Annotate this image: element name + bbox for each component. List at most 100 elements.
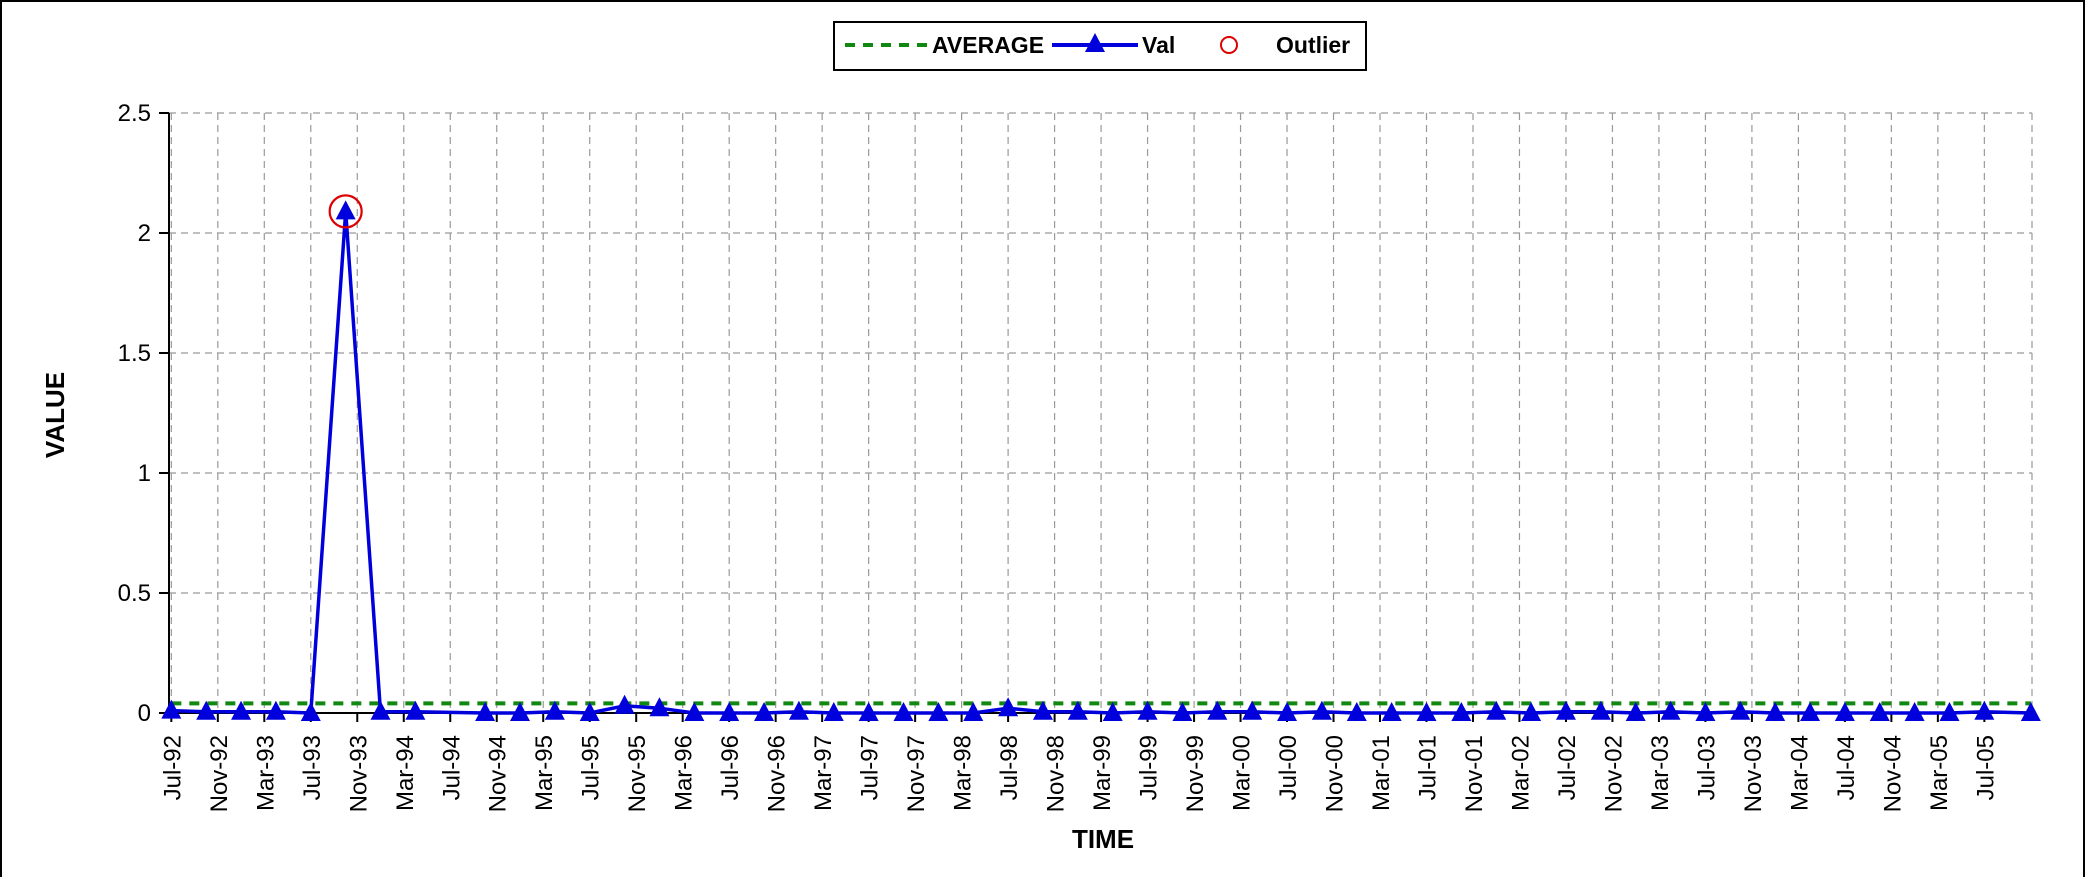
val-point	[1695, 702, 1716, 721]
val-point	[649, 697, 670, 717]
val-point	[161, 699, 182, 719]
val-point	[788, 700, 809, 720]
y-tick-label: 1.5	[118, 340, 151, 367]
x-tick-label: Nov-98	[1043, 735, 1070, 812]
x-tick-label: Jul-95	[578, 735, 605, 800]
x-tick-label: Jul-01	[1414, 735, 1441, 800]
val-point	[1555, 700, 1576, 720]
val-point	[509, 702, 530, 721]
val-point	[1346, 702, 1367, 721]
x-tick-label: Nov-93	[345, 735, 372, 812]
val-point	[1207, 700, 1228, 720]
val-point	[1102, 702, 1123, 721]
x-axis-title: TIME	[1072, 824, 1134, 854]
x-tick-label: Nov-00	[1322, 735, 1349, 812]
x-tick-label: Nov-99	[1182, 735, 1209, 812]
x-tick-label: Nov-97	[903, 735, 930, 812]
val-point	[1381, 702, 1402, 721]
x-tick-label: Nov-95	[624, 735, 651, 812]
x-tick-label: Jul-96	[717, 735, 744, 800]
x-tick-label: Nov-96	[764, 735, 791, 812]
val-point	[1800, 702, 1821, 721]
x-tick-label: Nov-04	[1879, 735, 1906, 812]
x-tick-label: Jul-05	[1972, 735, 1999, 800]
legend-average-label: AVERAGE	[932, 32, 1044, 58]
x-tick-label: Jul-98	[996, 735, 1023, 800]
x-tick-label: Nov-92	[206, 735, 233, 812]
x-tick-label: Nov-03	[1740, 735, 1767, 812]
x-tick-label: Mar-97	[810, 735, 837, 811]
val-point	[754, 702, 775, 721]
y-tick-label: 0	[138, 700, 151, 727]
val-point	[579, 702, 600, 721]
val-point	[231, 700, 252, 720]
val-point	[1451, 702, 1472, 721]
val-point	[928, 702, 949, 721]
val-point	[1486, 700, 1507, 720]
val-point	[1730, 700, 1751, 720]
x-tick-label: Mar-99	[1089, 735, 1116, 811]
val-point	[719, 702, 740, 721]
x-tick-label: Jul-94	[438, 735, 465, 800]
x-tick-label: Jul-03	[1693, 735, 1720, 800]
x-tick-label: Mar-93	[252, 735, 279, 811]
val-point	[1834, 702, 1855, 721]
y-tick-label: 0.5	[118, 580, 151, 607]
val-point	[1625, 702, 1646, 721]
x-tick-label: Jul-92	[159, 735, 186, 800]
x-tick-label: Mar-94	[392, 735, 419, 811]
x-tick-label: Mar-00	[1229, 735, 1256, 811]
x-tick-label: Mar-02	[1507, 735, 1534, 811]
val-point	[405, 700, 426, 720]
val-point	[1416, 702, 1437, 721]
legend: AVERAGE Val Outlier	[833, 21, 1367, 71]
x-axis-ticks: Jul-92 Nov-92 Mar-93 Jul-93 Nov-93 Mar-94 Jul-…	[159, 713, 1999, 812]
x-tick-label: Jul-93	[299, 735, 326, 800]
x-tick-label: Mar-04	[1786, 735, 1813, 811]
val-point	[1660, 700, 1681, 720]
legend-outlier-label: Outlier	[1276, 32, 1350, 58]
val-point	[1277, 702, 1298, 721]
x-tick-label: Mar-98	[950, 735, 977, 811]
val-point	[963, 702, 984, 721]
x-tick-label: Mar-96	[671, 735, 698, 811]
val-point	[614, 694, 635, 714]
y-tick-label: 1	[138, 460, 151, 487]
x-tick-label: Mar-03	[1647, 735, 1674, 811]
legend-val-label: Val	[1142, 32, 1175, 58]
x-tick-label: Mar-95	[531, 735, 558, 811]
val-point	[684, 702, 705, 721]
series-layer	[161, 194, 2041, 721]
val-point	[1521, 702, 1542, 721]
x-tick-label: Nov-01	[1461, 735, 1488, 812]
val-point	[1904, 702, 1925, 721]
val-point	[1137, 700, 1158, 720]
val-point	[858, 702, 879, 721]
val-point	[1172, 702, 1193, 721]
val-point	[1311, 700, 1332, 720]
outlier-point	[328, 194, 363, 229]
x-tick-label: Jul-97	[857, 735, 884, 800]
x-tick-label: Mar-05	[1926, 735, 1953, 811]
val-point	[1939, 702, 1960, 721]
x-tick-label: Mar-01	[1368, 735, 1395, 811]
val-point	[1869, 702, 1890, 721]
gridlines	[169, 112, 2033, 713]
val-point	[1067, 700, 1088, 720]
val-point	[893, 702, 914, 721]
y-tick-label: 2.5	[118, 100, 151, 127]
y-tick-label: 2	[138, 220, 151, 247]
y-axis-ticks: 0 0.5 1 1.5 2 2.5	[118, 100, 169, 727]
val-point	[998, 697, 1019, 717]
val-point	[544, 700, 565, 720]
val-point	[300, 702, 321, 721]
x-tick-label: Nov-02	[1600, 735, 1627, 812]
val-point	[370, 700, 391, 720]
val-point	[1590, 700, 1611, 720]
val-point	[1032, 700, 1053, 720]
y-axis-title: VALUE	[40, 372, 70, 458]
val-point	[265, 700, 286, 720]
x-tick-label: Jul-99	[1136, 735, 1163, 800]
